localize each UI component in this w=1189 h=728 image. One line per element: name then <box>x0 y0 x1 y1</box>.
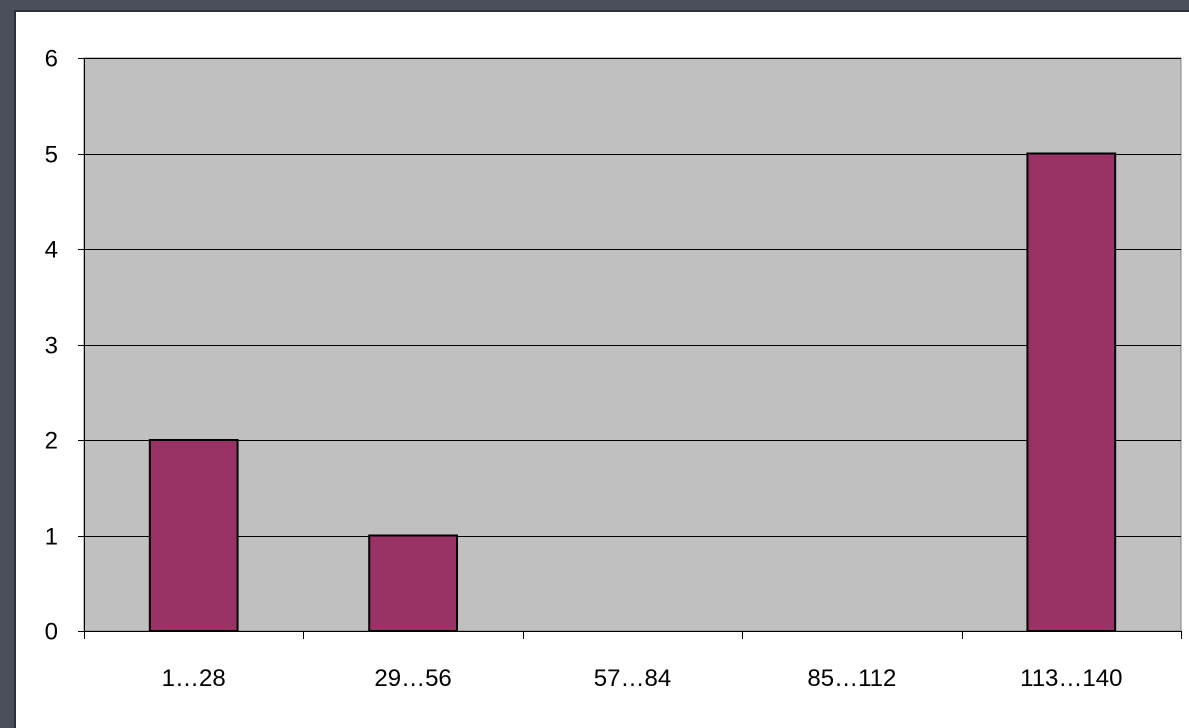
y-tick-label-4: 4 <box>45 237 58 264</box>
y-tick-label-0: 0 <box>45 619 58 646</box>
x-tick-label-2: 57…84 <box>594 665 671 692</box>
y-tick-label-5: 5 <box>45 142 58 169</box>
bar-1 <box>368 534 458 632</box>
bar-4 <box>1026 152 1117 632</box>
x-tick-label-4: 113…140 <box>1020 665 1122 692</box>
plot-background <box>83 57 1182 632</box>
bar-0 <box>148 439 239 632</box>
x-tick-label-1: 29…56 <box>374 665 451 692</box>
x-tick-label-0: 1…28 <box>162 665 226 692</box>
x-tick-label-3: 85…112 <box>807 665 896 692</box>
y-tick-label-3: 3 <box>45 333 58 360</box>
y-tick-label-6: 6 <box>45 46 58 73</box>
y-tick-label-1: 1 <box>45 524 58 551</box>
y-tick-label-2: 2 <box>45 428 58 455</box>
